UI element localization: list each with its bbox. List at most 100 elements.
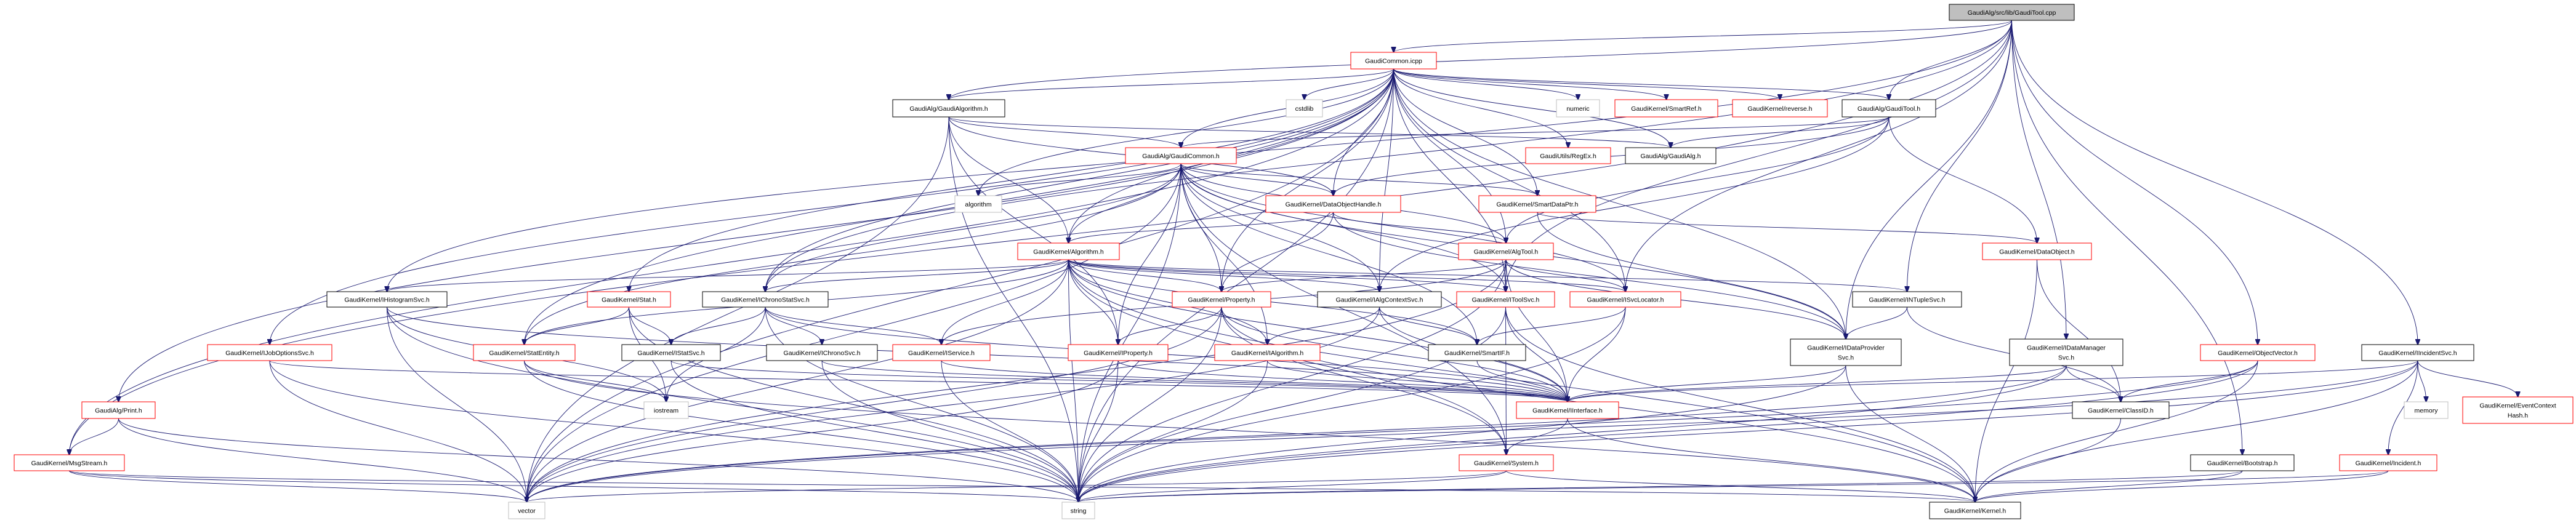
edge-gcicpp-to-reverse: [1393, 68, 1781, 100]
node-label: algorithm: [965, 201, 991, 209]
edge-gtoolh-to-algtool: [1506, 116, 1890, 243]
node-isvcloc[interactable]: GaudiKernel/ISvcLocator.h: [1569, 291, 1681, 308]
edge-idatamgr-to-vector: [527, 365, 2067, 502]
node-incident[interactable]: GaudiKernel/Incident.h: [2339, 454, 2437, 471]
node-smartif[interactable]: GaudiKernel/SmartIF.h: [1428, 344, 1526, 361]
edge-galgh-to-gcommonh: [948, 116, 1181, 148]
node-box: [1265, 195, 1401, 213]
node-label: GaudiKernel/Incident.h: [2356, 460, 2421, 467]
node-stat[interactable]: GaudiKernel/Stat.h: [587, 291, 671, 308]
edge-msgstream-to-string: [69, 470, 1079, 502]
node-box: [207, 344, 332, 361]
node-box: [1061, 502, 1095, 519]
edge-dohandle-to-algtool: [1333, 212, 1507, 243]
edge-ialgctx-to-vector: [527, 306, 1380, 502]
node-box: [1569, 291, 1681, 308]
node-iinterface[interactable]: GaudiKernel/IInterface.h: [1516, 401, 1619, 419]
node-kernel[interactable]: GaudiKernel/Kernel.h: [1929, 502, 2021, 519]
edge-iproperty-to-iinterface: [1117, 360, 1568, 402]
node-dataobj[interactable]: GaudiKernel/DataObject.h: [1982, 242, 2092, 260]
node-gcicpp[interactable]: GaudiCommon.icpp: [1350, 52, 1437, 70]
node-ichronostat[interactable]: GaudiKernel/IChronoStatSvc.h: [702, 291, 829, 308]
node-iservice[interactable]: GaudiKernel/IService.h: [892, 344, 991, 361]
edge-gcicpp-to-print: [119, 68, 1394, 402]
node-itoolsvc[interactable]: GaudiKernel/IToolSvc.h: [1456, 291, 1555, 308]
node-evctxhash[interactable]: GaudiKernel/EventContext Hash.h: [2462, 396, 2574, 424]
edge-idataprov-to-iinterface: [1568, 365, 1846, 402]
node-algoh[interactable]: GaudiKernel/Algorithm.h: [1017, 242, 1120, 260]
edge-gcommonh-to-ialgctx: [1180, 163, 1380, 292]
edge-gtoolh-to-dataobj: [1888, 116, 2037, 243]
edge-smartif-to-iinterface: [1476, 360, 1568, 402]
node-istatsvc[interactable]: GaudiKernel/IStatSvc.h: [621, 344, 721, 361]
node-iproperty[interactable]: GaudiKernel/IProperty.h: [1068, 344, 1169, 361]
edge-istatsvc-to-string: [670, 360, 1079, 502]
edge-gcicpp-to-string: [1079, 68, 1394, 502]
edge-print-to-string: [118, 418, 1079, 502]
edge-root-to-itoolsvc: [1506, 20, 2012, 292]
node-gcommonh[interactable]: GaudiAlg/GaudiCommon.h: [1125, 147, 1237, 164]
edge-gcommonh-to-algorithm: [978, 163, 1181, 196]
node-regex[interactable]: GaudiUtils/RegEx.h: [1525, 147, 1611, 164]
edge-idatamgr-to-string: [1079, 365, 2067, 502]
node-msgstream[interactable]: GaudiKernel/MsgStream.h: [14, 454, 125, 471]
node-bootstrap[interactable]: GaudiKernel/Bootstrap.h: [2190, 454, 2295, 471]
node-smartdp[interactable]: GaudiKernel/SmartDataPtr.h: [1478, 195, 1596, 213]
edge-algoh-to-intuple: [1068, 259, 1907, 292]
node-intuple[interactable]: GaudiKernel/INTupleSvc.h: [1852, 291, 1962, 308]
node-objvector[interactable]: GaudiKernel/ObjectVector.h: [2200, 344, 2316, 361]
node-label: GaudiAlg/GaudiAlgorithm.h: [909, 105, 988, 113]
node-box: [1949, 4, 2075, 21]
edge-gcicpp-to-smartdp: [1393, 68, 1538, 196]
node-idataprov[interactable]: GaudiKernel/IDataProvider Svc.h: [1790, 338, 1902, 366]
edge-property-to-vector: [527, 306, 1222, 502]
node-iincident[interactable]: GaudiKernel/IIncidentSvc.h: [2361, 344, 2474, 361]
node-algtool[interactable]: GaudiKernel/AlgTool.h: [1458, 242, 1554, 260]
node-ijobopt[interactable]: GaudiKernel/IJobOptionsSvc.h: [207, 344, 332, 361]
node-label: GaudiKernel/System.h: [1474, 460, 1539, 467]
node-label: GaudiKernel/Property.h: [1188, 297, 1255, 304]
node-smartref[interactable]: GaudiKernel/SmartRef.h: [1614, 99, 1718, 118]
edge-dohandle-to-idataprov: [1333, 212, 1846, 339]
node-box: [473, 344, 576, 361]
edge-statentity-to-string: [524, 360, 1079, 502]
edge-root-to-objvector: [2011, 20, 2258, 345]
node-gtoolh[interactable]: GaudiAlg/GaudiTool.h: [1841, 99, 1936, 118]
edge-objvector-to-kernel: [1975, 360, 2258, 502]
edge-gcicpp-to-regex: [1393, 68, 1569, 148]
node-label: GaudiKernel/IChronoStatSvc.h: [721, 297, 810, 304]
node-ialgctx[interactable]: GaudiKernel/IAlgContextSvc.h: [1317, 291, 1442, 308]
node-box: [587, 291, 671, 308]
node-gaudialg[interactable]: GaudiAlg/GaudiAlg.h: [1625, 147, 1717, 164]
edge-algoh-to-ialgorithm: [1068, 259, 1268, 345]
node-classid[interactable]: GaudiKernel/ClassID.h: [2072, 401, 2170, 419]
node-dohandle[interactable]: GaudiKernel/DataObjectHandle.h: [1265, 195, 1401, 213]
edge-statentity-to-iostream: [524, 360, 667, 402]
edge-gcicpp-to-smartref: [1393, 68, 1667, 100]
edge-gcommonh-to-vector: [527, 163, 1181, 502]
edge-print-to-msgstream: [70, 418, 119, 455]
node-ichrono[interactable]: GaudiKernel/IChronoSvc.h: [766, 344, 878, 361]
edge-incident-to-kernel: [1975, 470, 2389, 502]
node-idatamgr[interactable]: GaudiKernel/IDataManager Svc.h: [2009, 338, 2123, 366]
node-box: [643, 401, 689, 419]
node-ialgorithm[interactable]: GaudiKernel/IAlgorithm.h: [1214, 344, 1321, 361]
node-root[interactable]: GaudiAlg/src/lib/GaudiTool.cpp: [1949, 4, 2075, 21]
node-box: [1790, 338, 1902, 366]
node-reverse[interactable]: GaudiKernel/reverse.h: [1732, 99, 1828, 118]
node-ihisto[interactable]: GaudiKernel/IHistogramSvc.h: [326, 291, 448, 308]
node-galgh[interactable]: GaudiAlg/GaudiAlgorithm.h: [892, 99, 1005, 118]
node-print[interactable]: GaudiAlg/Print.h: [81, 401, 156, 419]
edge-gtoolh-to-gaudialg: [1671, 116, 1890, 148]
edge-algtool-to-isvcloc: [1505, 259, 1625, 292]
node-property[interactable]: GaudiKernel/Property.h: [1172, 291, 1271, 308]
node-system[interactable]: GaudiKernel/System.h: [1459, 454, 1554, 471]
edge-iproperty-to-vector: [527, 360, 1119, 502]
node-label: string: [1071, 508, 1087, 515]
node-box: [1852, 291, 1962, 308]
node-box: [2072, 401, 2170, 419]
node-box: [2339, 454, 2437, 471]
edge-gcommonh-to-smartif: [1180, 163, 1477, 345]
node-statentity[interactable]: GaudiKernel/StatEntity.h: [473, 344, 576, 361]
edge-iincident-to-evctxhash: [2417, 360, 2518, 397]
